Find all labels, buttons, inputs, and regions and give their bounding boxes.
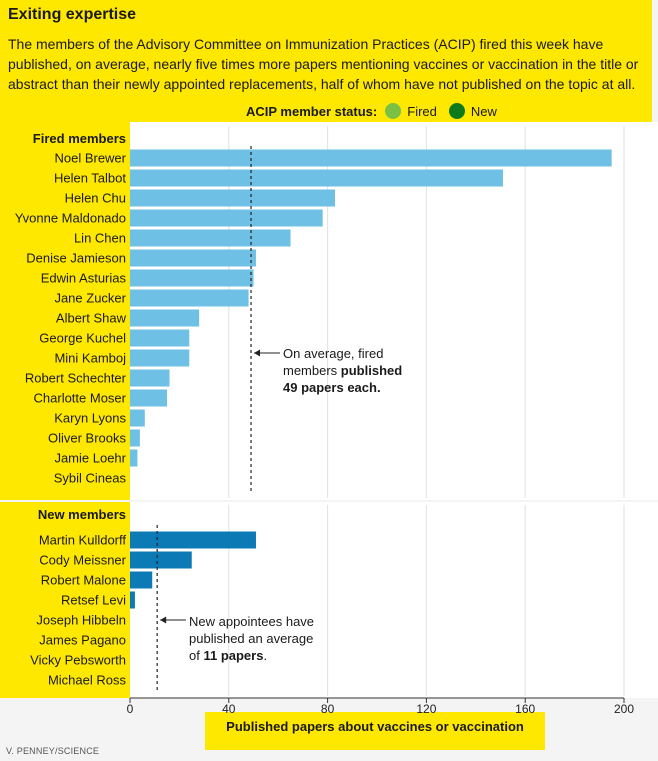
credit-text: V. PENNEY/SCIENCE: [6, 746, 100, 756]
header-banner: Exiting expertise The members of the Adv…: [0, 0, 652, 122]
bar: [130, 289, 249, 307]
x-axis-title: Published papers about vaccines or vacci…: [226, 719, 524, 734]
bar: [130, 429, 140, 447]
x-tick-label: 200: [614, 702, 634, 716]
bar: [130, 229, 291, 247]
x-tick-label: 40: [222, 702, 236, 716]
category-label: Retsef Levi: [61, 593, 126, 608]
category-label: Albert Shaw: [56, 311, 127, 326]
category-label: Charlotte Moser: [34, 391, 127, 406]
legend-title: ACIP member status:: [246, 103, 378, 119]
x-axis-title-box: [205, 712, 545, 750]
bar: [130, 149, 612, 167]
new-annotation-line3b: 11 papers: [203, 648, 264, 663]
fired-annotation-line3: 49 papers each.: [283, 380, 381, 395]
category-label: George Kuchel: [39, 331, 126, 346]
bar: [130, 591, 135, 609]
category-label: Jamie Loehr: [54, 451, 126, 466]
bar: [130, 249, 256, 267]
category-label: James Pagano: [39, 633, 126, 648]
category-label: Karyn Lyons: [54, 411, 126, 426]
category-label: Joseph Hibbeln: [36, 613, 126, 628]
new-average-annotation: New appointees have published an average…: [189, 613, 314, 664]
legend: ACIP member status: Fired New: [246, 103, 501, 119]
category-label: Sybil Cineas: [54, 471, 127, 486]
annotation-arrowhead: [254, 349, 261, 357]
category-label: Vicky Pebsworth: [30, 653, 126, 668]
x-tick-label: 160: [515, 702, 535, 716]
legend-item-fired: Fired: [385, 103, 437, 119]
bar: [130, 349, 190, 367]
category-label: Denise Jamieson: [26, 251, 126, 266]
category-label: Robert Schechter: [25, 371, 127, 386]
legend-label-fired: Fired: [407, 103, 437, 119]
bar: [130, 449, 138, 467]
credit: V. PENNEY/SCIENCE: [6, 746, 99, 756]
bar: [130, 189, 336, 207]
category-label: Yvonne Maldonado: [15, 211, 126, 226]
bar: [130, 169, 503, 187]
bar: [130, 309, 200, 327]
bar: [130, 369, 170, 387]
category-label: Lin Chen: [74, 231, 126, 246]
fired-annotation-line2a: members: [283, 363, 341, 378]
x-tick-label: 120: [416, 702, 436, 716]
x-tick-label: 80: [321, 702, 335, 716]
category-label: Mini Kamboj: [54, 351, 126, 366]
new-annotation-line2: published an average: [189, 631, 314, 646]
bar: [130, 389, 168, 407]
bar: [130, 571, 153, 589]
x-tick-label: 0: [127, 702, 134, 716]
category-label: Helen Talbot: [54, 171, 126, 186]
legend-swatch-fired: [385, 103, 402, 119]
category-label: Robert Malone: [41, 573, 126, 588]
new-label-column: [0, 502, 130, 698]
fired-annotation-line1: On average, fired: [283, 346, 384, 361]
chart-subtitle: The members of the Advisory Committee on…: [8, 36, 639, 92]
bar: [130, 409, 145, 427]
bar: [130, 551, 192, 569]
legend-label-new: New: [470, 103, 497, 119]
chart-title: Exiting expertise: [8, 6, 137, 23]
category-label: Jane Zucker: [54, 291, 126, 306]
group-title: New members: [38, 507, 126, 522]
legend-swatch-new: [448, 103, 465, 119]
legend-item-new: New: [448, 103, 497, 119]
new-annotation-line3c: .: [263, 648, 268, 663]
fired-average-annotation: On average, fired members published 49 p…: [283, 345, 402, 396]
group-title: Fired members: [33, 131, 126, 146]
fired-annotation-line2b: published: [340, 363, 403, 378]
bar: [130, 269, 254, 287]
bar: [130, 209, 323, 227]
annotation-arrowhead: [160, 616, 167, 624]
category-label: Edwin Asturias: [41, 271, 127, 286]
category-label: Oliver Brooks: [48, 431, 127, 446]
bar: [130, 329, 190, 347]
category-label: Helen Chu: [65, 191, 126, 206]
category-label: Noel Brewer: [54, 151, 126, 166]
new-annotation-line3a: of: [189, 648, 204, 663]
category-label: Martin Kulldorff: [39, 533, 127, 548]
fired-label-column: [0, 122, 130, 500]
bar: [130, 531, 256, 549]
new-annotation-line1: New appointees have: [189, 614, 315, 629]
category-label: Michael Ross: [48, 673, 127, 688]
category-label: Cody Meissner: [39, 553, 126, 568]
